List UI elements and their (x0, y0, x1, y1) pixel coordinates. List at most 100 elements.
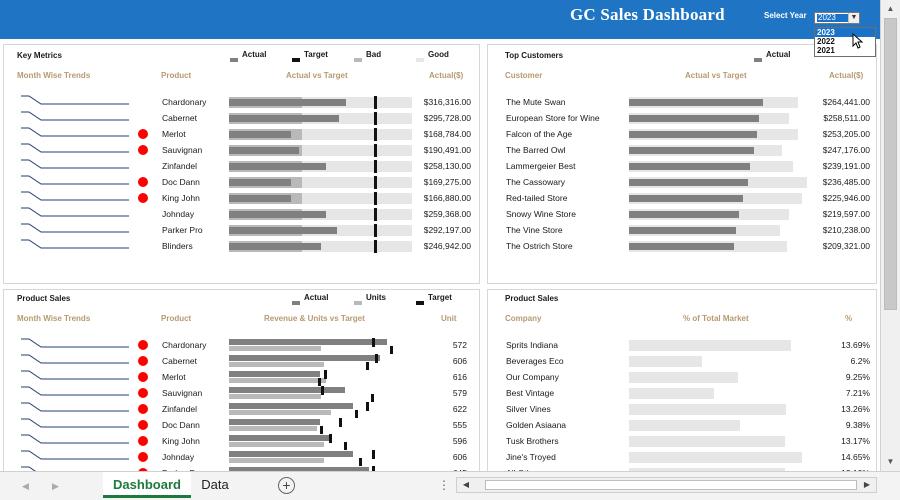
prev-sheet-icon[interactable]: ◀ (22, 481, 29, 491)
unit-value: 616 (452, 372, 467, 382)
product-name: Cabernet (162, 356, 197, 366)
more-options-icon[interactable]: ⋮ (438, 478, 450, 492)
vertical-scrollbar[interactable]: ▲ ▼ (880, 0, 900, 471)
status-flag-dot (138, 193, 148, 203)
actual-value: $168,784.00 (423, 129, 471, 139)
revenue-bar (229, 403, 354, 409)
target-marker (374, 128, 378, 141)
unit-value: 606 (452, 452, 467, 462)
year-dropdown[interactable]: 2023 ▼ (814, 12, 860, 24)
year-option-2022[interactable]: 2022 (817, 37, 835, 46)
dashboard-title: GC Sales Dashboard (570, 5, 725, 24)
product-name: Zinfandel (162, 161, 197, 171)
trend-sparkline (21, 143, 129, 153)
customer-name: The Ostrich Store (506, 241, 573, 251)
actual-value: $295,728.00 (423, 113, 471, 123)
company-name: Beverages Eco (506, 356, 564, 366)
legend-swatch-actual (754, 58, 762, 62)
units-target-marker (358, 458, 362, 466)
col-header-chart: % of Total Market (683, 314, 749, 323)
year-dropdown-list[interactable]: 2023 2022 2021 (814, 27, 876, 57)
actual-value: $247,176.00 (822, 145, 870, 155)
unit-value: 622 (452, 404, 467, 414)
target-marker (374, 224, 378, 237)
market-share-pct: 9.25% (845, 372, 870, 382)
market-share-pct: 14.65% (841, 452, 870, 462)
customer-name: Lammergeier Best (506, 161, 576, 171)
actual-bar (229, 243, 321, 250)
unit-value: 606 (452, 356, 467, 366)
actual-value: $258,130.00 (423, 161, 471, 171)
trend-sparkline (21, 239, 129, 249)
year-selector-label: Select Year (764, 11, 807, 20)
vertical-scroll-thumb[interactable] (884, 18, 897, 310)
units-target-marker (319, 426, 323, 434)
horizontal-scroll-thumb[interactable] (485, 480, 857, 490)
status-flag-dot (138, 372, 148, 382)
company-name: Sprits Indiana (506, 340, 558, 350)
revenue-target-marker (324, 370, 328, 379)
trend-sparkline (21, 370, 129, 380)
actual-bar (229, 227, 337, 234)
scroll-up-icon[interactable]: ▲ (886, 4, 895, 13)
company-name: Silver Vines (506, 404, 551, 414)
market-share-pct: 13.26% (841, 404, 870, 414)
add-sheet-icon[interactable]: + (278, 477, 295, 494)
col-header-chart: Actual vs Target (685, 71, 747, 80)
tab-dashboard[interactable]: Dashboard (103, 472, 191, 498)
company-name: Our Company (506, 372, 559, 382)
tab-data[interactable]: Data (201, 477, 229, 492)
dashboard-header: GC Sales Dashboard Select Year 2023 ▼ (0, 0, 880, 39)
good-range-bar (229, 177, 412, 188)
product-name: Johnday (162, 452, 195, 462)
product-name: Sauvignan (162, 145, 203, 155)
product-name: Doc Dann (162, 177, 200, 187)
customer-name: European Store for Wine (506, 113, 600, 123)
revenue-target-marker (365, 402, 369, 411)
legend-swatch-actual (292, 301, 300, 305)
scroll-right-icon[interactable]: ▶ (863, 480, 871, 489)
actual-bar (629, 179, 749, 186)
units-bar (229, 346, 322, 351)
units-bar (229, 426, 317, 431)
units-bar (229, 410, 331, 415)
horizontal-scrollbar[interactable]: ◀ ▶ (456, 477, 877, 493)
legend-actual: Actual (304, 293, 329, 302)
actual-value: $264,441.00 (822, 97, 870, 107)
legend-actual: Actual (766, 50, 791, 59)
revenue-target-marker (338, 418, 342, 427)
actual-bar (629, 115, 759, 122)
legend-swatch-actual (230, 58, 238, 62)
top-customers-panel: Top Customers Actual Customer Actual vs … (487, 44, 877, 284)
mouse-pointer-icon (852, 33, 864, 49)
customer-name: The Cassowary (506, 177, 566, 187)
actual-bar (629, 211, 740, 218)
next-sheet-icon[interactable]: ▶ (52, 481, 59, 491)
unit-value: 572 (452, 340, 467, 350)
market-share-bar (629, 340, 791, 351)
year-option-2021[interactable]: 2021 (817, 46, 835, 55)
status-flag-dot (138, 452, 148, 462)
actual-bar (629, 147, 754, 154)
product-name: Doc Dann (162, 420, 200, 430)
trend-sparkline (21, 402, 129, 412)
trend-sparkline (21, 191, 129, 201)
actual-value: $258,511.00 (823, 113, 870, 123)
status-flag-dot (138, 177, 148, 187)
customer-name: The Vine Store (506, 225, 563, 235)
revenue-target-marker (372, 466, 376, 471)
actual-bar (229, 115, 339, 122)
actual-value: $209,321.00 (822, 241, 870, 251)
col-header-value: Actual($) (829, 71, 864, 80)
units-target-marker (371, 394, 375, 402)
actual-value: $219,597.00 (822, 209, 870, 219)
scroll-left-icon[interactable]: ◀ (462, 480, 470, 489)
scroll-down-icon[interactable]: ▼ (886, 457, 895, 466)
market-share-pct: 9.38% (845, 420, 870, 430)
chevron-down-icon[interactable]: ▼ (848, 13, 859, 23)
market-share-bar (629, 452, 802, 463)
legend-swatch-good (416, 58, 424, 62)
actual-bar (629, 243, 735, 250)
customer-name: The Barred Owl (506, 145, 566, 155)
year-option-2023[interactable]: 2023 (815, 28, 875, 37)
